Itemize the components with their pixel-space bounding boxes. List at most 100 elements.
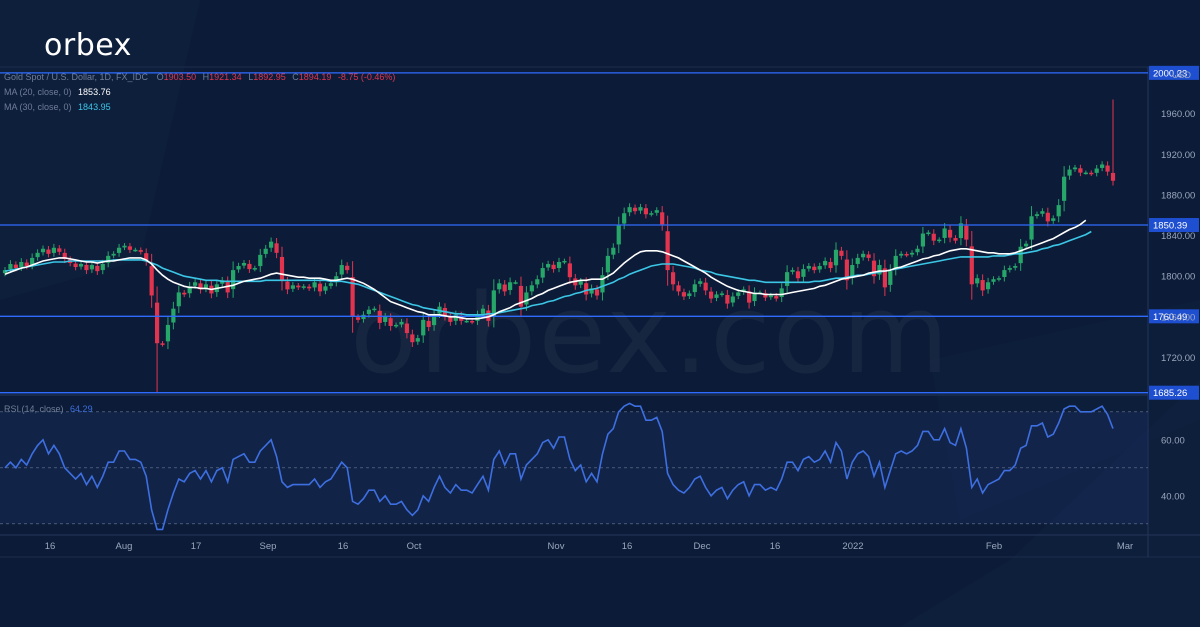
level-label-box xyxy=(1149,218,1199,233)
ma30-value: 1843.95 xyxy=(78,102,111,112)
candle-body xyxy=(410,334,415,343)
candle-body xyxy=(469,321,475,323)
candle-body xyxy=(73,263,78,268)
candle-body xyxy=(8,264,13,270)
candle-body xyxy=(605,255,610,273)
candle-body xyxy=(388,318,393,326)
candle-body xyxy=(730,296,735,303)
candle-body xyxy=(383,316,388,322)
candle-body xyxy=(871,260,877,277)
candle-body xyxy=(779,288,784,298)
watermark: orbex.com xyxy=(350,270,951,398)
time-tick-label: Dec xyxy=(694,541,711,552)
candle-body xyxy=(274,243,279,253)
candle-body xyxy=(13,264,18,269)
candle-body xyxy=(687,293,692,297)
candle-body xyxy=(1007,268,1012,270)
candle-body xyxy=(1110,172,1116,181)
candle-body xyxy=(638,207,643,211)
candle-body xyxy=(562,260,567,263)
candle-body xyxy=(1018,246,1023,264)
candle-body xyxy=(839,250,844,256)
candle-body xyxy=(616,225,621,245)
candle-body xyxy=(703,282,708,291)
candle-body xyxy=(942,228,947,238)
low-label: L xyxy=(248,72,254,82)
candle-body xyxy=(263,248,268,254)
candle-body xyxy=(529,285,534,292)
candle-body xyxy=(947,229,953,238)
candle-body xyxy=(774,295,779,299)
candle-body xyxy=(513,282,518,284)
candle-body xyxy=(203,284,209,289)
level-label-box xyxy=(1149,385,1199,400)
candle-body xyxy=(828,262,833,269)
candle-body xyxy=(833,249,839,266)
candle-body xyxy=(622,213,627,224)
candle-body xyxy=(258,254,263,267)
candle-body xyxy=(654,210,659,213)
candle-body xyxy=(931,233,936,241)
candle-body xyxy=(1100,164,1105,168)
candle-body xyxy=(127,246,133,250)
candle-body xyxy=(57,248,62,252)
price-tick-label: 1800.00 xyxy=(1161,272,1195,283)
candle-body xyxy=(861,253,866,258)
candle-body xyxy=(182,292,187,295)
candle-body xyxy=(225,282,230,293)
price-tick-label: 1920.00 xyxy=(1161,150,1195,161)
candle-body xyxy=(399,321,404,325)
candle-body xyxy=(312,282,317,288)
candle-body xyxy=(882,268,887,288)
candle-body xyxy=(1034,214,1040,216)
candle-body xyxy=(1040,211,1045,214)
candle-body xyxy=(19,261,24,268)
candle-body xyxy=(279,256,285,281)
level-label-box xyxy=(1149,309,1199,324)
candle-body xyxy=(1094,168,1099,173)
price-tick-label: 1840.00 xyxy=(1161,231,1195,242)
candle-body xyxy=(448,316,453,322)
candle-body xyxy=(198,283,203,290)
candle-body xyxy=(676,285,681,292)
candle-body xyxy=(502,284,507,292)
time-tick-label: 2022 xyxy=(842,541,863,552)
price-tick-label: 1720.00 xyxy=(1161,353,1195,364)
candle-body xyxy=(40,248,46,253)
candle-body xyxy=(518,285,524,307)
candle-body xyxy=(46,249,51,254)
candle-body xyxy=(475,314,480,321)
candle-body xyxy=(1002,270,1007,278)
candle-body xyxy=(584,283,589,295)
candle-body xyxy=(708,291,714,299)
candle-body xyxy=(339,265,344,275)
candle-body xyxy=(649,213,654,215)
candle-body xyxy=(241,262,247,266)
symbol-name: Gold Spot / U.S. Dollar, 1D, FX_IDC xyxy=(4,72,149,82)
candle-body xyxy=(627,207,632,213)
ma20-legend: MA (20, close, 0) 1853.76 xyxy=(4,87,111,97)
time-tick-label: 17 xyxy=(191,541,202,552)
candle-body xyxy=(681,292,687,297)
candle-body xyxy=(801,269,806,277)
candle-body xyxy=(252,268,257,270)
candle-body xyxy=(464,320,469,323)
candle-body xyxy=(328,283,333,286)
candle-body xyxy=(480,308,486,314)
candle-body xyxy=(100,264,105,271)
candle-body xyxy=(752,292,757,302)
candle-body xyxy=(524,292,529,305)
candle-body xyxy=(431,314,437,326)
level-label: 1850.39 xyxy=(1153,221,1187,232)
candle-body xyxy=(51,247,56,253)
candle-body xyxy=(144,253,149,261)
ma20-line xyxy=(4,219,1087,320)
candle-body xyxy=(236,266,241,270)
candle-body xyxy=(453,314,458,321)
level-label-box xyxy=(1149,65,1199,80)
candle-body xyxy=(855,257,860,264)
candle-body xyxy=(812,266,817,271)
candle-body xyxy=(1072,167,1078,170)
candle-body xyxy=(1083,172,1088,175)
